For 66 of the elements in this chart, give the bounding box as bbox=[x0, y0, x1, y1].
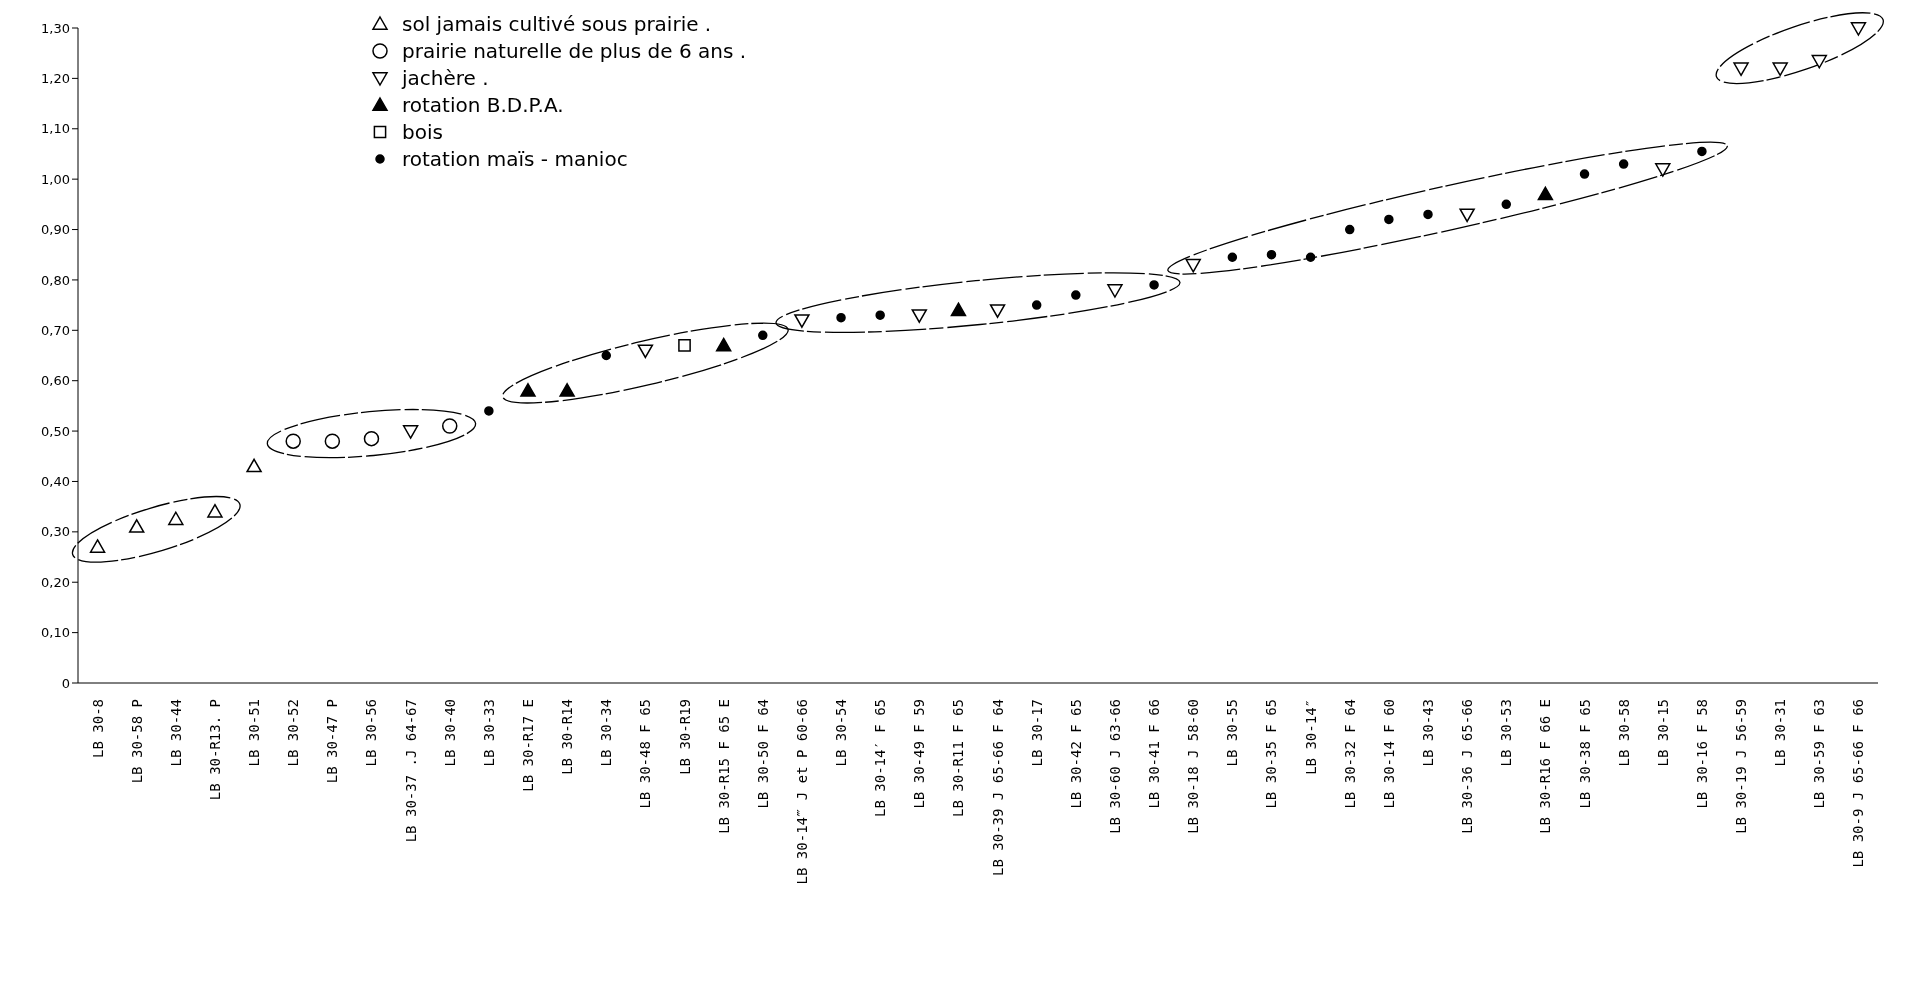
x-tick-label: LB 30-42 F 65 bbox=[1067, 699, 1084, 809]
x-tick-label: LB 30-51 bbox=[246, 699, 263, 767]
y-tick-label: 0,90 bbox=[41, 222, 70, 238]
legend-label: bois bbox=[402, 119, 443, 144]
x-tick-label: LB 30-9 J 65-66 F 66 bbox=[1850, 699, 1867, 868]
x-tick-label: LB 30-33 bbox=[480, 699, 497, 767]
y-tick-label: 0,40 bbox=[41, 474, 70, 490]
legend-label: rotation maïs - manioc bbox=[402, 146, 628, 171]
y-tick-label: 1,20 bbox=[41, 71, 70, 86]
x-tick-label: LB 30-35 F 65 bbox=[1263, 699, 1280, 809]
x-tick-label: LB 30-16 F 58 bbox=[1693, 699, 1710, 809]
x-tick-label: LB 30-32 F 64 bbox=[1341, 699, 1358, 809]
x-tick-label: LB 30-59 F 63 bbox=[1811, 699, 1828, 809]
y-tick-label: 1,10 bbox=[41, 121, 70, 137]
x-tick-label: LB 30-58 bbox=[1615, 699, 1632, 767]
x-tick-label: LB 30-R14 bbox=[559, 699, 576, 775]
x-tick-label: LB 30-52 bbox=[285, 699, 302, 767]
x-tick-label: LB 30-15 bbox=[1654, 699, 1671, 767]
x-tick-label: LB 30-36 J 65-66 bbox=[1459, 699, 1476, 834]
x-tick-label: LB 30-14′ F 65 bbox=[872, 699, 889, 818]
x-tick-label: LB 30-14‴ J et P 60-66 bbox=[793, 699, 810, 885]
x-tick-label: LB 30-48 F 65 bbox=[637, 699, 654, 809]
x-tick-label: LB 30-19 J 56-59 bbox=[1733, 699, 1750, 834]
x-tick-label: LB 30-R16 F 66 E bbox=[1537, 699, 1554, 834]
x-tick-label: LB 30-14 F 60 bbox=[1380, 699, 1397, 809]
x-tick-label: LB 30-38 F 65 bbox=[1576, 699, 1593, 809]
x-tick-label: LB 30-8 bbox=[89, 699, 106, 759]
x-tick-label: LB 30-40 bbox=[441, 699, 458, 767]
y-tick-label: 0 bbox=[61, 675, 70, 691]
x-tick-label: LB 30-R17 E bbox=[520, 699, 536, 792]
x-tick-label: LB 30-18 J 58-60 bbox=[1185, 699, 1202, 834]
y-tick-label: 1,30 bbox=[41, 20, 70, 36]
y-tick-label: 0,10 bbox=[41, 625, 70, 641]
x-tick-label: LB 30-58 P bbox=[128, 699, 145, 784]
x-tick-label: LB 30-R11 F 65 bbox=[950, 699, 967, 818]
x-tick-label: LB 30-R13. P bbox=[206, 699, 223, 801]
y-tick-label: 0,30 bbox=[41, 524, 70, 540]
x-tick-label: LB 30-R15 F 65 E bbox=[715, 699, 732, 834]
x-tick-label: LB 30-60 J 63-66 bbox=[1106, 699, 1123, 834]
x-tick-label: LB 30-41 F 66 bbox=[1146, 699, 1163, 809]
x-tick-label: LB 30-34 bbox=[598, 699, 615, 767]
x-tick-label: LB 30-31 bbox=[1772, 699, 1789, 767]
x-tick-label: LB 30-37 .J 64-67 bbox=[402, 699, 419, 843]
x-tick-label: LB 30-50 F 64 bbox=[754, 699, 771, 809]
y-tick-label: 0,80 bbox=[41, 272, 70, 288]
x-tick-label: LB 30-49 F 59 bbox=[911, 699, 928, 809]
x-tick-label: LB 30-39 J 65-66 F 64 bbox=[989, 699, 1006, 877]
x-tick-label: LB 30-53 bbox=[1498, 699, 1515, 767]
legend-label: prairie naturelle de plus de 6 ans . bbox=[402, 38, 747, 63]
x-tick-label: LB 30-14″ bbox=[1302, 699, 1319, 775]
legend-label: sol jamais cultivé sous prairie . bbox=[402, 11, 712, 36]
x-tick-label: LB 30-43 bbox=[1420, 699, 1436, 767]
legend-label: jachère . bbox=[402, 65, 489, 90]
legend-label: rotation B.D.P.A. bbox=[402, 92, 564, 117]
x-tick-label: LB 30-55 bbox=[1224, 699, 1241, 767]
x-tick-label: LB 30-56 bbox=[363, 699, 380, 767]
y-tick-label: 0,20 bbox=[41, 574, 70, 590]
y-tick-label: 1,00 bbox=[41, 171, 70, 187]
x-tick-label: LB 30-47 P bbox=[324, 699, 341, 784]
x-tick-label: LB 30-44 bbox=[167, 699, 184, 767]
y-tick-label: 0,50 bbox=[41, 423, 70, 439]
y-tick-label: 0,70 bbox=[41, 322, 70, 338]
x-tick-label: LB 30-17 bbox=[1028, 699, 1045, 767]
x-tick-label: LB 30-54 bbox=[833, 699, 850, 767]
x-tick-label: LB 30-R19 bbox=[676, 699, 693, 775]
y-tick-label: 0,60 bbox=[41, 373, 70, 389]
